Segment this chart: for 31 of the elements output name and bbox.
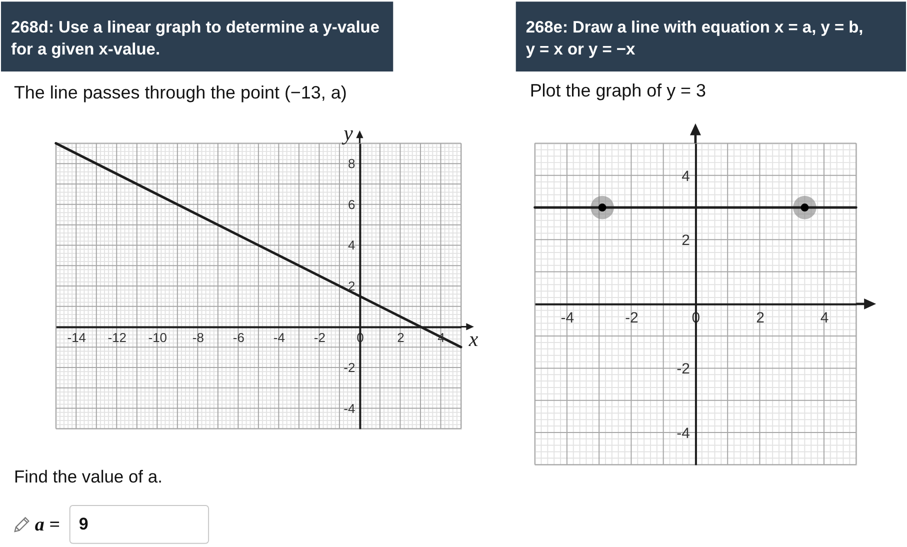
x-tick-label: 2 [756, 309, 764, 326]
x-tick-label: -2 [625, 309, 638, 326]
y-tick-label: 4 [682, 168, 690, 185]
chart-title: 268d: Use a linear graph to determine a y-value for a given x-value. [10, 18, 380, 58]
x-tick-label: 2 [397, 330, 404, 346]
chart-subtitle: The line passes through the point (−13, a) [14, 82, 347, 102]
text: 9 [78, 514, 88, 534]
x-tick-label: -10 [148, 330, 168, 346]
text: a = [34, 514, 60, 536]
y-tick-label: -4 [344, 400, 356, 416]
y-axis-title: y [342, 120, 354, 145]
y-tick-label: 4 [348, 238, 356, 253]
x-tick-label: 4 [820, 309, 829, 326]
x-tick-label: -4 [273, 330, 285, 346]
x-tick-label: -2 [314, 330, 326, 346]
y-tick-label: 8 [348, 156, 356, 172]
x-tick-label: -14 [67, 330, 86, 346]
y-tick-label: 2 [348, 278, 356, 294]
x-tick-label: -4 [560, 309, 574, 326]
y-tick-label: -2 [676, 360, 690, 378]
chart-subtitle: Plot the graph of y = 3 [530, 80, 706, 100]
x-tick-label: -12 [108, 330, 127, 346]
chart-title: 268e: Draw a line with equation x = a, y = b, y = x or y = −x [526, 18, 864, 58]
y-tick-label: -4 [676, 424, 690, 442]
y-tick-label: -2 [344, 360, 356, 375]
x-tick-label: -6 [232, 330, 244, 346]
x-axis-title: x [468, 327, 479, 352]
text: Find the value of a. [14, 466, 162, 487]
y-tick-label: 2 [682, 232, 690, 250]
y-tick-label: 6 [348, 196, 356, 212]
x-tick-label: -8 [192, 330, 204, 346]
